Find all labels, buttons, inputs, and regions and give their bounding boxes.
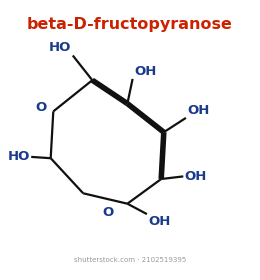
Text: O: O xyxy=(36,101,47,114)
Text: HO: HO xyxy=(8,150,30,164)
Text: OH: OH xyxy=(185,170,207,183)
Text: shutterstock.com · 2102519395: shutterstock.com · 2102519395 xyxy=(74,258,186,263)
Text: OH: OH xyxy=(148,215,171,228)
Text: OH: OH xyxy=(134,65,156,78)
Text: OH: OH xyxy=(187,104,210,116)
Text: HO: HO xyxy=(49,41,72,54)
Text: O: O xyxy=(102,206,114,219)
Text: beta-D-fructopyranose: beta-D-fructopyranose xyxy=(27,17,233,32)
